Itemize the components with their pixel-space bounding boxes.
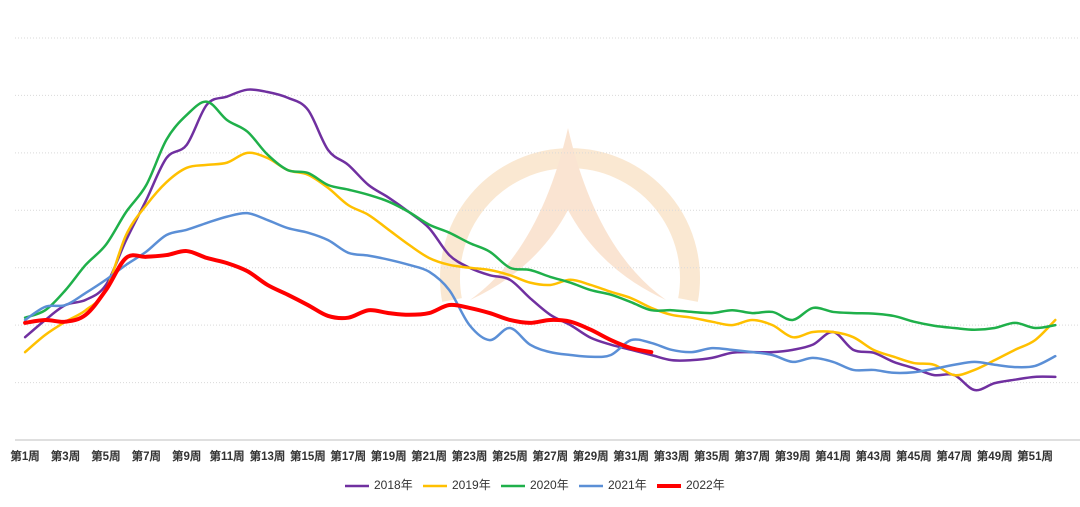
x-tick-label: 第45周 xyxy=(896,449,932,463)
x-tick-label: 第21周 xyxy=(411,449,447,463)
series-line xyxy=(23,88,1057,392)
x-tick-label: 第47周 xyxy=(936,449,972,463)
x-tick-label: 第49周 xyxy=(977,449,1013,463)
x-tick-label: 第11周 xyxy=(210,449,245,463)
x-tick-label: 第27周 xyxy=(532,449,568,463)
x-tick-label: 第39周 xyxy=(775,449,811,463)
x-tick-label: 第33周 xyxy=(654,449,690,463)
legend-label: 2019年 xyxy=(452,478,491,492)
legend-label: 2021年 xyxy=(608,478,647,492)
x-tick-label: 第23周 xyxy=(452,449,488,463)
x-tick-label: 第7周 xyxy=(132,449,161,463)
series-line xyxy=(23,100,1057,331)
x-tick-label: 第19周 xyxy=(371,449,407,463)
legend-label: 2022年 xyxy=(686,478,725,492)
legend-label: 2020年 xyxy=(530,478,569,492)
x-tick-label: 第5周 xyxy=(91,449,120,463)
x-tick-label: 第41周 xyxy=(815,449,851,463)
x-tick-label: 第17周 xyxy=(330,449,366,463)
x-tick-label: 第13周 xyxy=(250,449,286,463)
x-tick-label: 第35周 xyxy=(694,449,730,463)
legend-label: 2018年 xyxy=(374,478,413,492)
series-line xyxy=(23,211,1057,375)
series-line xyxy=(23,249,654,355)
x-tick-label: 第9周 xyxy=(172,449,201,463)
x-tick-label: 第25周 xyxy=(492,449,528,463)
x-tick-label: 第3周 xyxy=(51,449,80,463)
x-tick-label: 第51周 xyxy=(1017,449,1053,463)
x-tick-label: 第31周 xyxy=(613,449,649,463)
x-tick-label: 第29周 xyxy=(573,449,609,463)
x-tick-label: 第43周 xyxy=(856,449,892,463)
x-tick-label: 第37周 xyxy=(734,449,770,463)
x-tick-label: 第15周 xyxy=(290,449,326,463)
series-line xyxy=(23,151,1057,377)
x-tick-label: 第1周 xyxy=(10,449,39,463)
